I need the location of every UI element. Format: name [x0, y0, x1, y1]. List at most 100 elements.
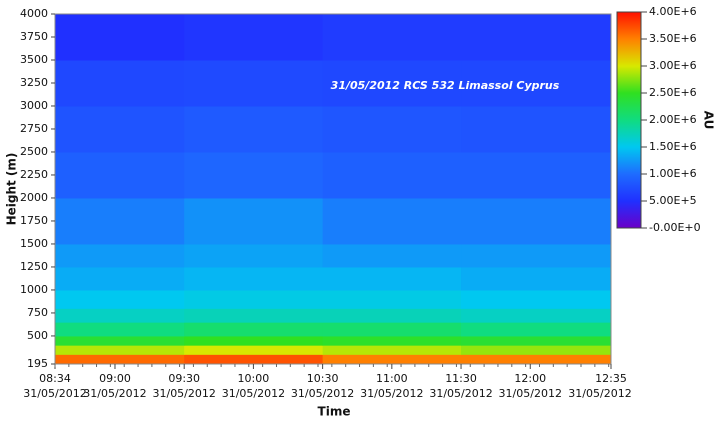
y-tick-label: 195: [27, 357, 48, 370]
heat-cell: [184, 266, 324, 291]
y-tick-label: 1500: [20, 237, 48, 250]
heat-cell: [461, 335, 612, 346]
y-tick-label: 1250: [20, 260, 48, 273]
colorbar-tick-label: 1.50E+6: [649, 140, 697, 153]
heat-cell: [55, 151, 185, 199]
heat-cell: [461, 243, 612, 268]
x-tick-date: 31/05/2012: [291, 387, 354, 400]
y-tick-label: 1750: [20, 214, 48, 227]
x-tick-label: 10:00: [238, 372, 270, 385]
y-tick-label: 3250: [20, 76, 48, 89]
y-tick-label: 3750: [20, 30, 48, 43]
heat-cell: [184, 59, 324, 107]
heat-cell: [461, 345, 612, 355]
heat-cell: [322, 354, 462, 365]
heat-cell: [322, 335, 462, 346]
x-tick-date: 31/05/2012: [568, 387, 631, 400]
x-tick-label: 09:00: [99, 372, 131, 385]
heat-cell: [322, 14, 462, 61]
heat-cell: [322, 59, 462, 107]
y-tick-label: 2750: [20, 122, 48, 135]
x-tick-date: 31/05/2012: [499, 387, 562, 400]
heat-cell: [55, 289, 185, 309]
colorbar-label: AU: [702, 111, 716, 130]
heat-cell: [184, 197, 324, 245]
heat-cell: [55, 322, 185, 337]
x-tick-date: 31/05/2012: [23, 387, 86, 400]
heat-cell: [461, 197, 612, 245]
heat-cell: [461, 14, 612, 61]
heat-cell: [55, 308, 185, 323]
heat-cell: [322, 243, 462, 268]
heat-cell: [184, 243, 324, 268]
heat-cell: [184, 308, 324, 323]
colorbar: [616, 11, 642, 229]
heat-cell: [55, 335, 185, 346]
heat-cell: [184, 105, 324, 153]
x-tick-label: 11:00: [376, 372, 408, 385]
colorbar-tick-label: 1.00E+6: [649, 167, 697, 180]
annotation: 31/05/2012 RCS 532 Limassol Cyprus: [331, 79, 560, 92]
heat-cell: [55, 59, 185, 107]
x-tick-date: 31/05/2012: [360, 387, 423, 400]
x-tick-label: 09:30: [168, 372, 200, 385]
colorbar-tick-label: 3.00E+6: [649, 59, 697, 72]
heat-cell: [322, 289, 462, 309]
x-tick-date: 31/05/2012: [83, 387, 146, 400]
heat-cell: [461, 308, 612, 323]
colorbar-tick-label: 3.50E+6: [649, 32, 697, 45]
x-tick-date: 31/05/2012: [222, 387, 285, 400]
heat-cell: [322, 105, 462, 153]
y-tick-label: 3000: [20, 99, 48, 112]
heat-cell: [55, 105, 185, 153]
heat-cell: [184, 354, 324, 365]
colorbar-tick-label: 2.50E+6: [649, 86, 697, 99]
heat-cell: [184, 14, 324, 61]
heat-cell: [322, 151, 462, 199]
heat-cell: [461, 266, 612, 291]
colorbar-tick-label: 2.00E+6: [649, 113, 697, 126]
x-tick-date: 31/05/2012: [152, 387, 215, 400]
heat-cell: [184, 151, 324, 199]
y-tick-label: 1000: [20, 283, 48, 296]
heat-cell: [55, 197, 185, 245]
heat-cell: [461, 59, 612, 107]
y-axis-label: Height (m): [5, 153, 19, 226]
colorbar-tick-label: 5.00E+5: [649, 194, 697, 207]
heat-cell: [184, 289, 324, 309]
x-tick-date: 31/05/2012: [429, 387, 492, 400]
x-tick-label: 12:35: [595, 372, 627, 385]
heat-cell: [55, 354, 185, 365]
heat-cell: [461, 105, 612, 153]
y-tick-label: 500: [27, 329, 48, 342]
heat-cell: [322, 266, 462, 291]
heat-cell: [55, 345, 185, 355]
heat-cell: [184, 322, 324, 337]
heat-cell: [322, 322, 462, 337]
y-tick-label: 750: [27, 306, 48, 319]
heat-cell: [322, 197, 462, 245]
heat-cell: [184, 345, 324, 355]
heat-cell: [461, 354, 612, 365]
colorbar-tick-label: -0.00E+0: [649, 221, 701, 234]
heat-cell: [461, 322, 612, 337]
heat-cell: [55, 243, 185, 268]
plot-frame: [54, 13, 612, 365]
x-tick-label: 10:30: [307, 372, 339, 385]
x-tick-label: 11:30: [445, 372, 477, 385]
y-tick-label: 4000: [20, 7, 48, 20]
heat-cell: [461, 289, 612, 309]
y-tick-label: 2250: [20, 168, 48, 181]
heat-cell: [461, 151, 612, 199]
y-tick-label: 2000: [20, 191, 48, 204]
y-tick-label: 2500: [20, 145, 48, 158]
y-tick-label: 3500: [20, 53, 48, 66]
heat-cell: [184, 335, 324, 346]
heat-cell: [322, 345, 462, 355]
heat-cell: [322, 308, 462, 323]
x-axis-label: Time: [318, 405, 351, 419]
heat-cell: [55, 14, 185, 61]
x-tick-label: 08:34: [39, 372, 71, 385]
colorbar-tick-label: 4.00E+6: [649, 5, 697, 18]
